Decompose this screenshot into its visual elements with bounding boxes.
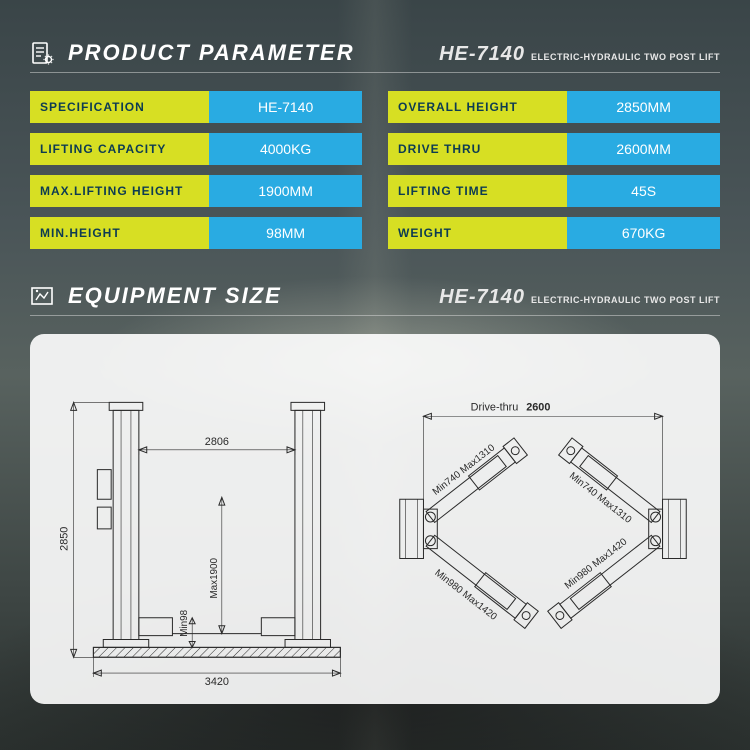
- svg-text:Min740 Max1310: Min740 Max1310: [567, 471, 634, 527]
- spec-icon: [30, 41, 54, 65]
- param-label: LIFTING TIME: [388, 175, 567, 207]
- model-code: HE-7140: [439, 43, 525, 66]
- svg-text:3420: 3420: [205, 676, 229, 688]
- section-title: EQUIPMENT SIZE: [68, 283, 282, 309]
- model-code: HE-7140: [439, 286, 525, 309]
- param-value: HE-7140: [209, 91, 362, 123]
- param-row: DRIVE THRU2600MM: [388, 133, 720, 165]
- size-icon: [30, 284, 54, 308]
- param-row: SPECIFICATIONHE-7140: [30, 91, 362, 123]
- param-label: WEIGHT: [388, 217, 567, 249]
- param-label: MAX.LIFTING HEIGHT: [30, 175, 209, 207]
- svg-text:2600: 2600: [526, 401, 550, 413]
- param-label: MIN.HEIGHT: [30, 217, 209, 249]
- param-value: 4000KG: [209, 133, 362, 165]
- param-row: LIFTING TIME45S: [388, 175, 720, 207]
- section-header-size: EQUIPMENT SIZE HE-7140 ELECTRIC-HYDRAULI…: [30, 283, 720, 316]
- param-row: LIFTING CAPACITY4000KG: [30, 133, 362, 165]
- section-header-parameter: PRODUCT PARAMETER HE-7140 ELECTRIC-HYDRA…: [30, 40, 720, 73]
- param-value: 670KG: [567, 217, 720, 249]
- svg-text:2850: 2850: [59, 527, 71, 551]
- equipment-size-panel: 2850 2806 3420 Max1900: [30, 334, 720, 704]
- param-label: SPECIFICATION: [30, 91, 209, 123]
- svg-text:Min98: Min98: [179, 609, 190, 636]
- front-elevation-drawing: 2850 2806 3420 Max1900: [44, 348, 370, 690]
- model-tagline: ELECTRIC-HYDRAULIC TWO POST LIFT: [531, 295, 720, 305]
- param-label: LIFTING CAPACITY: [30, 133, 209, 165]
- param-row: MIN.HEIGHT98MM: [30, 217, 362, 249]
- param-value: 1900MM: [209, 175, 362, 207]
- parameter-table: SPECIFICATIONHE-7140LIFTING CAPACITY4000…: [30, 91, 720, 249]
- svg-text:Max1900: Max1900: [209, 557, 220, 598]
- param-label: OVERALL HEIGHT: [388, 91, 567, 123]
- section-title: PRODUCT PARAMETER: [68, 40, 355, 66]
- param-label: DRIVE THRU: [388, 133, 567, 165]
- svg-text:Drive-thru: Drive-thru: [471, 401, 519, 413]
- svg-text:2806: 2806: [205, 436, 229, 448]
- svg-text:Min980 Max1420: Min980 Max1420: [563, 536, 630, 592]
- top-view-drawing: Min740 Max1310 Min740 Max1310 Min980: [380, 348, 706, 690]
- param-value: 2850MM: [567, 91, 720, 123]
- model-tagline: ELECTRIC-HYDRAULIC TWO POST LIFT: [531, 52, 720, 62]
- param-row: OVERALL HEIGHT2850MM: [388, 91, 720, 123]
- param-row: MAX.LIFTING HEIGHT1900MM: [30, 175, 362, 207]
- param-value: 2600MM: [567, 133, 720, 165]
- param-row: WEIGHT670KG: [388, 217, 720, 249]
- param-value: 45S: [567, 175, 720, 207]
- param-value: 98MM: [209, 217, 362, 249]
- svg-text:Min740 Max1310: Min740 Max1310: [431, 442, 498, 498]
